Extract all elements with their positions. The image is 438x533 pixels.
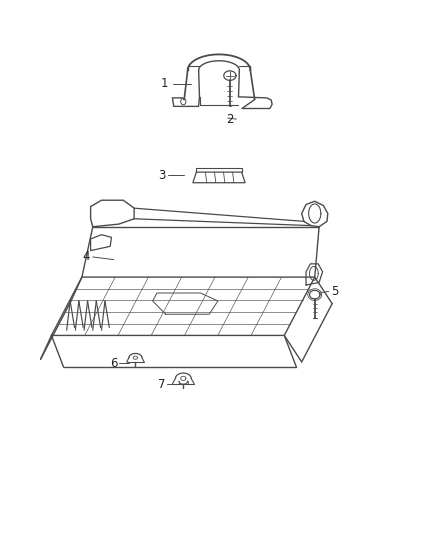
Text: 5: 5 [331, 285, 338, 298]
Text: 3: 3 [158, 169, 165, 182]
Text: 2: 2 [226, 112, 233, 126]
Text: 7: 7 [158, 378, 165, 391]
Text: 4: 4 [82, 251, 90, 263]
Text: 6: 6 [110, 357, 117, 369]
Text: 1: 1 [161, 77, 168, 90]
